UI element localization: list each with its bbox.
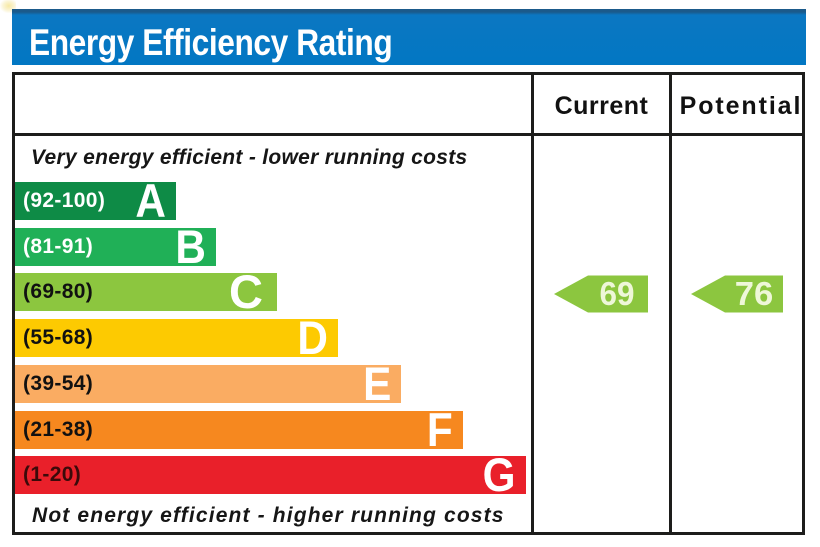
svg-text:76: 76 bbox=[735, 276, 774, 313]
svg-text:69: 69 bbox=[600, 276, 635, 313]
